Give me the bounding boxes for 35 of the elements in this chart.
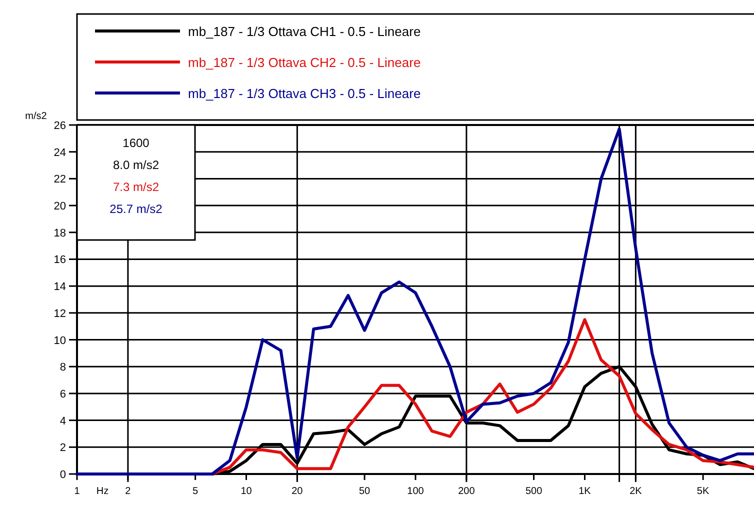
y-tick-label: 6 [60, 388, 66, 400]
x-tick-label: 2K [630, 486, 642, 497]
y-tick-label: 12 [54, 308, 66, 320]
y-tick-label: 14 [54, 281, 66, 294]
y-tick-label: 24 [54, 146, 66, 159]
x-tick-label: 100 [407, 486, 424, 497]
x-tick-label: 5K [696, 486, 710, 497]
y-tick-label: 0 [60, 469, 66, 481]
y-tick-label: 20 [54, 200, 66, 213]
y-tick-label: 2 [60, 442, 66, 454]
annotation: 1600 [122, 136, 150, 150]
text: mb_187 - 1/3 Ottava CH1 - 0.5 - Lineare [188, 24, 421, 39]
x-tick-label: 50 [358, 486, 371, 497]
x-tick-label: 5 [192, 486, 199, 497]
x-axis-title: Hz [96, 486, 109, 497]
x-tick-label: 1 [74, 486, 80, 497]
annotation: 8.0 m/s2 [112, 158, 160, 172]
x-tick-label: 2 [125, 486, 132, 497]
x-tick-label: 500 [525, 486, 543, 497]
x-tick-label: 20 [292, 486, 304, 497]
annotation: 7.3 m/s2 [112, 180, 160, 194]
y-tick-label: 26 [54, 120, 66, 132]
x-tick-label: 10 [240, 486, 252, 497]
x-tick-label: 200 [458, 486, 476, 497]
y-tick-label: 8 [60, 362, 66, 374]
y-tick-label: 18 [54, 227, 66, 240]
annotation: 25.7 m/s2 [110, 202, 163, 216]
y-tick-label: 22 [54, 174, 66, 186]
y-tick-label: 16 [54, 254, 66, 266]
text: mb_187 - 1/3 Ottava CH2 - 0.5 - Lineare [188, 55, 421, 70]
y-tick-label: 4 [60, 415, 66, 428]
text: mb_187 - 1/3 Ottava CH3 - 0.5 - Lineare [188, 86, 421, 101]
y-axis-title: m/s2 [25, 111, 48, 122]
y-tick-label: 10 [54, 334, 66, 347]
x-tick-label: 1K [578, 486, 592, 497]
